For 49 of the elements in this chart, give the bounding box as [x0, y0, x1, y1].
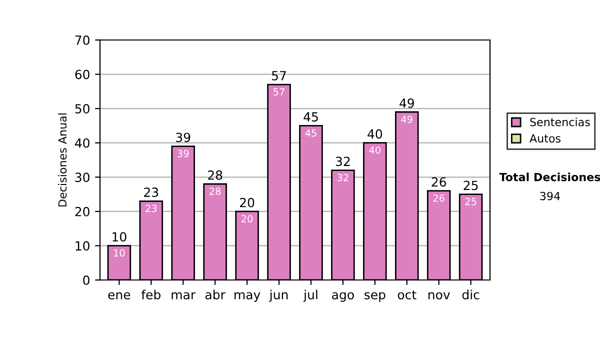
total-label: 45 [304, 112, 318, 122]
x-tick-label: may [234, 292, 260, 302]
total-label: 25 [464, 180, 478, 190]
data-label: 20 [242, 215, 253, 222]
data-label: 49 [401, 116, 412, 123]
total-label: 26 [432, 177, 446, 187]
y-tick-label: 30 [75, 172, 90, 182]
y-axis-title: Decisiones Anual [58, 114, 67, 206]
total-label: 39 [176, 132, 190, 142]
data-label: 26 [433, 194, 444, 202]
x-tick-label: mar [172, 292, 196, 300]
y-tick-label: 60 [75, 70, 90, 80]
data-label: 32 [338, 174, 348, 182]
y-tick-label: 10 [76, 241, 90, 251]
x-tick-label: ago [332, 292, 354, 302]
x-tick-label: jun [269, 290, 288, 302]
y-tick-label: 0 [83, 275, 90, 285]
x-tick-label: oct [398, 290, 416, 300]
data-label: 40 [369, 146, 380, 154]
legend-label: Sentencias [530, 118, 590, 126]
text: 394 [540, 192, 560, 200]
total-label: 32 [336, 156, 350, 166]
data-label: 23 [146, 204, 157, 212]
total-label: 20 [240, 198, 254, 208]
data-label: 45 [305, 129, 316, 137]
y-tick-label: 50 [75, 104, 90, 114]
data-label: 28 [210, 188, 221, 195]
total-label: 57 [272, 71, 286, 80]
data-label: 25 [465, 198, 476, 206]
y-tick-label: 70 [75, 35, 90, 45]
total-label: 28 [208, 170, 222, 180]
data-label: 57 [274, 88, 284, 96]
total-label: 10 [112, 232, 126, 242]
total-label: 49 [400, 98, 414, 108]
y-tick-label: 20 [75, 206, 90, 216]
x-tick-label: feb [141, 290, 160, 300]
x-tick-label: jul [303, 290, 318, 302]
legend-label: Autos [530, 134, 561, 143]
text: Total Decisiones [499, 172, 600, 182]
x-tick-label: nov [428, 292, 450, 300]
x-tick-label: sep [364, 292, 386, 302]
total-label: 40 [368, 129, 382, 139]
x-tick-label: ene [108, 292, 130, 300]
x-tick-label: dic [462, 290, 480, 300]
data-label: 39 [178, 150, 189, 158]
y-tick-label: 40 [74, 138, 90, 148]
data-label: 10 [114, 249, 125, 257]
total-label: 23 [144, 188, 158, 198]
x-tick-label: abr [205, 290, 226, 300]
